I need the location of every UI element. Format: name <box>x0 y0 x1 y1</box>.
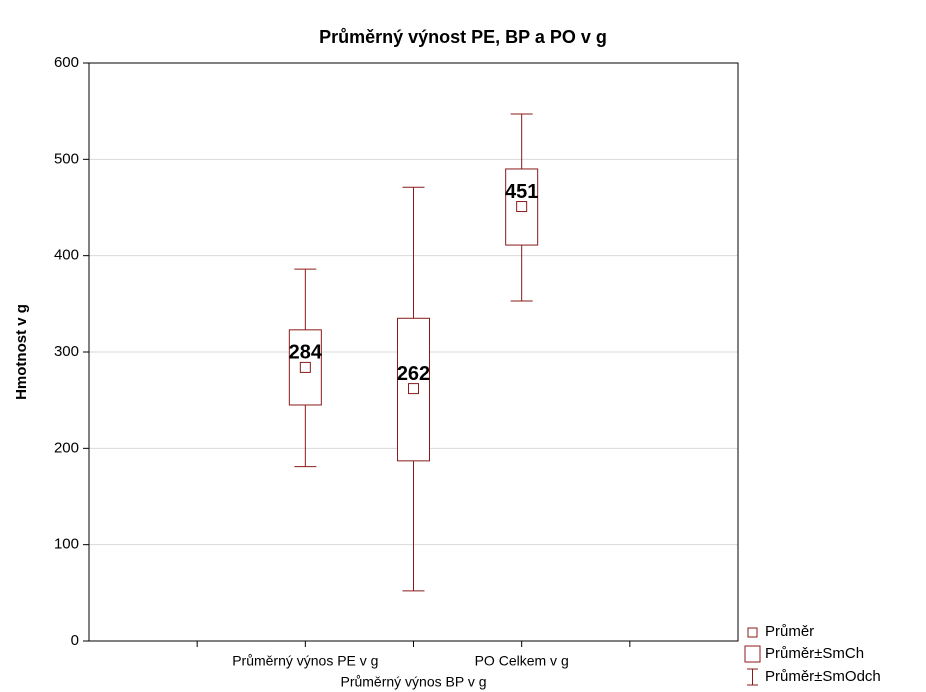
value-label: 284 <box>289 342 323 364</box>
y-tick-label: 200 <box>54 439 79 456</box>
x-tick-label: Průměrný výnos BP v g <box>340 674 486 690</box>
y-axis-label: Hmotnost v g <box>13 304 30 400</box>
y-tick-label: 0 <box>71 632 79 649</box>
legend-label: Průměr±SmOdch <box>765 668 881 685</box>
mean-marker <box>408 383 419 395</box>
box <box>288 329 322 406</box>
y-tick-label: 600 <box>54 54 79 71</box>
box <box>397 317 430 462</box>
legend-label: Průměr <box>765 623 814 640</box>
legend-swatch-mean <box>747 627 758 638</box>
legend-swatch-box <box>744 645 761 663</box>
legend-label: Průměr±SmCh <box>765 645 864 662</box>
x-tick-label: Průměrný výnos PE v g <box>232 653 378 669</box>
mean-marker <box>516 201 528 213</box>
value-label: 262 <box>397 363 430 385</box>
y-tick-label: 500 <box>54 150 79 167</box>
y-tick-label: 300 <box>54 343 79 360</box>
mean-marker <box>299 361 311 373</box>
chart-title: Průměrný výnost PE, BP a PO v g <box>319 27 607 47</box>
value-label: 451 <box>505 181 538 203</box>
y-tick-label: 400 <box>54 247 79 264</box>
x-tick-label: PO Celkem v g <box>475 653 569 669</box>
box <box>505 168 539 246</box>
y-tick-label: 100 <box>54 536 79 553</box>
